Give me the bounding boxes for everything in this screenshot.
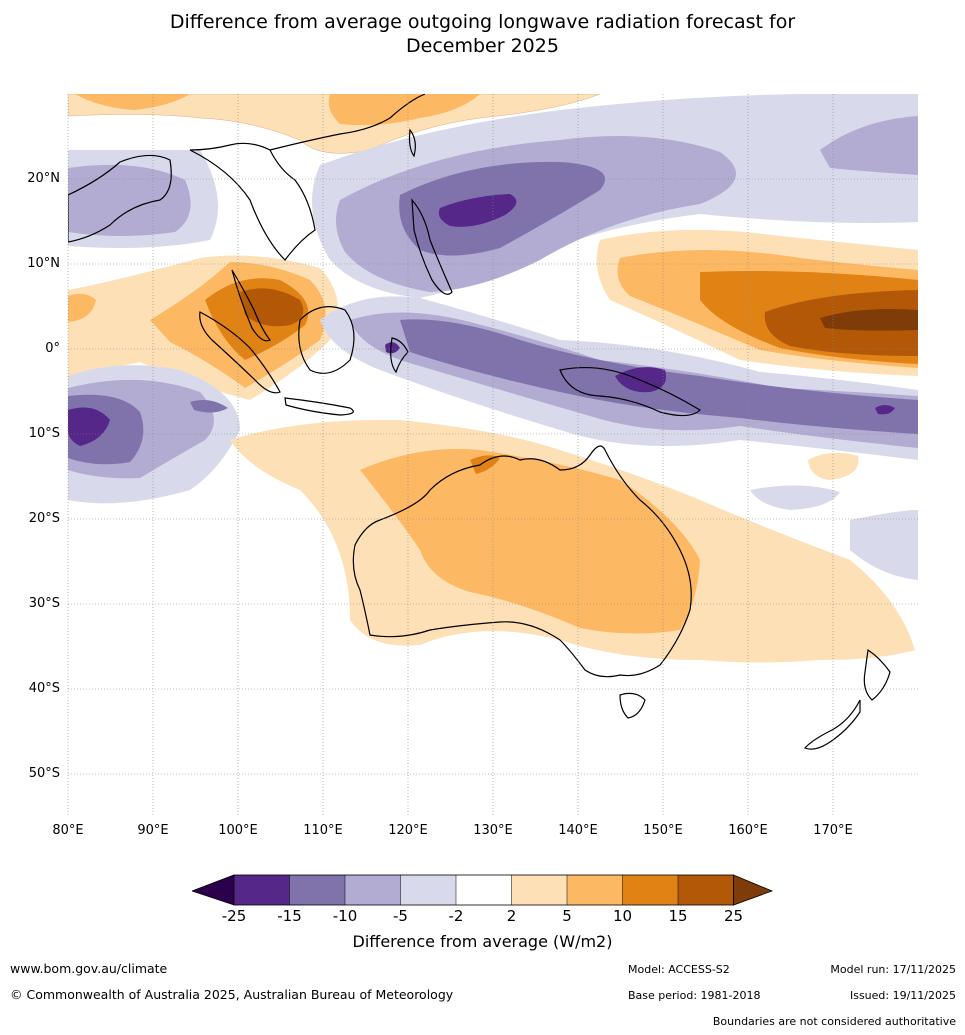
new-guinea-outline (559, 366, 701, 417)
lon-label-120e: 120°E (388, 823, 428, 838)
model-run-date: Model run: 17/11/2025 (830, 963, 956, 976)
australia-outline (352, 445, 692, 678)
colorbar-tick: -2 (448, 907, 464, 925)
sumatra-outline (199, 311, 281, 394)
colorbar-tick: 15 (668, 907, 688, 925)
anomaly-region-pacific-orange-darkest (820, 309, 918, 331)
model-name: Model: ACCESS-S2 (628, 963, 730, 976)
lat-label-20s: 20°S (28, 511, 60, 526)
anomaly-region-east-pacific-purple (750, 485, 840, 510)
colorbar-label: Difference from average (W/m2) (352, 932, 613, 951)
lat-label-40s: 40°S (28, 681, 60, 696)
taiwan-outline (408, 128, 416, 158)
colorbar-bin-m10-m5 (345, 875, 401, 905)
colorbar-bin-10-15 (622, 875, 678, 905)
anomaly-region-small-purple-dark (875, 405, 895, 415)
colorbar-border (233, 874, 734, 906)
lat-label-30s: 30°S (28, 596, 60, 611)
anomaly-region-west-purple (68, 164, 191, 236)
colorbar-swatches (190, 874, 774, 906)
anomaly-region-australia-orange (360, 448, 700, 634)
map-title: Difference from average outgoing longwav… (0, 10, 965, 58)
colorbar-bin-2-5 (511, 875, 567, 905)
india-outline (68, 154, 172, 243)
lat-label-10n: 10°N (27, 256, 60, 271)
anomaly-region-north-purple-dark (438, 194, 517, 227)
new-zealand-south-outline (803, 699, 861, 750)
lon-label-150e: 150°E (643, 823, 683, 838)
lon-label-80e: 80°E (52, 823, 84, 838)
lon-label-110e: 110°E (303, 823, 343, 838)
anomaly-region-far-east-purple (850, 510, 918, 580)
colorbar-tick: -10 (332, 907, 358, 925)
colorbar-bin-15-25 (678, 875, 734, 905)
anomaly-region-north-orange (68, 94, 601, 154)
anomaly-region-sw-purple-dark (68, 407, 110, 446)
colorbar-tick: 5 (562, 907, 572, 925)
copyright-text: © Commonwealth of Australia 2025, Austra… (10, 987, 454, 1002)
olr-anomaly-map (67, 94, 918, 816)
issued-date: Issued: 19/11/2025 (849, 989, 956, 1002)
colorbar-arrow-low (190, 874, 235, 906)
colorbar-tick: -25 (221, 907, 247, 925)
anomaly-region-australia-orange-dark (470, 455, 500, 474)
lat-label-50s: 50°S (28, 766, 60, 781)
anomaly-region-north-orange-left (75, 94, 190, 110)
lat-label-0: 0° (45, 341, 60, 356)
title-line-2: December 2025 (406, 35, 559, 57)
anomaly-region-sumatra-orange-darkest (240, 288, 304, 327)
colorbar-bin-m2-2 (456, 875, 512, 905)
indochina-outline (189, 142, 316, 261)
lon-label-90e: 90°E (137, 823, 169, 838)
base-period: Base period: 1981-2018 (628, 989, 761, 1002)
colorbar-tick: 2 (506, 907, 517, 925)
lat-label-10s: 10°S (28, 426, 60, 441)
colorbar-bin-m15-m10 (289, 875, 345, 905)
new-zealand-north-outline (863, 648, 891, 701)
java-outline (284, 397, 354, 416)
colorbar-dividers (289, 875, 679, 905)
colorbar-tick: 25 (723, 907, 744, 925)
anomaly-region-ne-purple (820, 116, 918, 175)
lon-label-100e: 100°E (218, 823, 258, 838)
graticule (67, 94, 918, 816)
map-area: 20°N 10°N 0° 10°S 20°S 30°S 40°S 50°S 80… (27, 94, 918, 838)
anomaly-region-sulawesi-purple-dark (385, 342, 400, 354)
colorbar-tick: 10 (612, 907, 633, 925)
tasmania-outline (619, 692, 646, 719)
philippines-outline (411, 198, 453, 295)
lon-label-130e: 130°E (473, 823, 513, 838)
boundaries-disclaimer: Boundaries are not considered authoritat… (712, 1015, 956, 1028)
website-link[interactable]: www.bom.gov.au/climate (10, 961, 168, 976)
lon-label-170e: 170°E (813, 823, 853, 838)
sulawesi-outline (390, 337, 409, 374)
colorbar (190, 874, 774, 912)
malay-peninsula-outline (231, 269, 271, 342)
borneo-outline (298, 306, 355, 374)
colorbar-bin-m5-m2 (400, 875, 456, 905)
colorbar-tick: -15 (277, 907, 302, 925)
lon-label-140e: 140°E (558, 823, 598, 838)
coastlines (68, 94, 891, 750)
lon-label-160e: 160°E (728, 823, 768, 838)
colorbar-arrow-high (733, 874, 774, 906)
title-line-1: Difference from average outgoing longwav… (169, 11, 796, 33)
anomaly-region-north-orange-mid (328, 94, 480, 126)
anomaly-region-sw-purple-spot (190, 400, 228, 413)
lat-label-20n: 20°N (27, 171, 60, 186)
colorbar-bin-5-10 (567, 875, 623, 905)
colorbar-bin-m25-m15 (234, 875, 290, 905)
anomaly-region-west-edge-orange (68, 293, 96, 322)
colorbar-tick: -5 (393, 907, 408, 925)
